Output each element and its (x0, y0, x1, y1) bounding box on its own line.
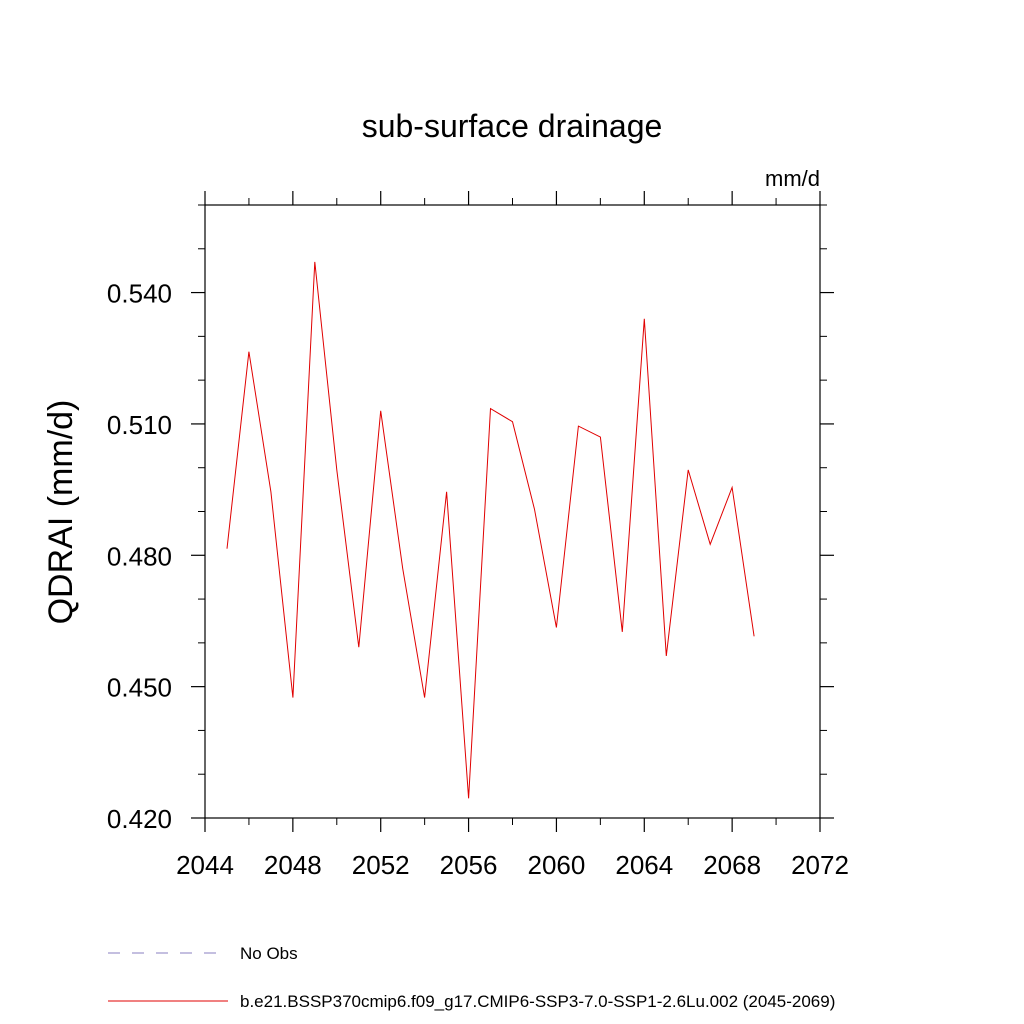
x-tick-label: 2048 (264, 850, 322, 880)
y-axis-label: QDRAI (mm/d) (42, 400, 80, 625)
y-tick-label: 0.450 (107, 673, 172, 703)
x-tick-labels: 2044 2048 2052 2056 2060 2064 2068 2072 (176, 850, 849, 880)
units-label: mm/d (765, 166, 820, 191)
legend-label-no-obs: No Obs (240, 944, 298, 963)
y-tick-labels: 0.420 0.450 0.480 0.510 0.540 (107, 279, 172, 834)
y-tick-label: 0.420 (107, 804, 172, 834)
legend: No Obs b.e21.BSSP370cmip6.f09_g17.CMIP6-… (108, 944, 835, 1011)
x-tick-label: 2060 (528, 850, 586, 880)
y-tick-label: 0.480 (107, 541, 172, 571)
series-line (226, 261, 755, 799)
plot-frame (204, 204, 821, 819)
y-tick-label: 0.540 (107, 279, 172, 309)
x-tick-label: 2056 (440, 850, 498, 880)
legend-label-model: b.e21.BSSP370cmip6.f09_g17.CMIP6-SSP3-7.… (240, 992, 835, 1011)
x-tick-label: 2044 (176, 850, 234, 880)
x-tick-label: 2072 (791, 850, 849, 880)
x-tick-label: 2052 (352, 850, 410, 880)
axis-ticks (191, 191, 834, 832)
series-layer (226, 261, 755, 799)
y-tick-label: 0.510 (107, 410, 172, 440)
chart-title: sub-surface drainage (362, 108, 663, 144)
x-tick-label: 2064 (615, 850, 673, 880)
x-tick-label: 2068 (703, 850, 761, 880)
